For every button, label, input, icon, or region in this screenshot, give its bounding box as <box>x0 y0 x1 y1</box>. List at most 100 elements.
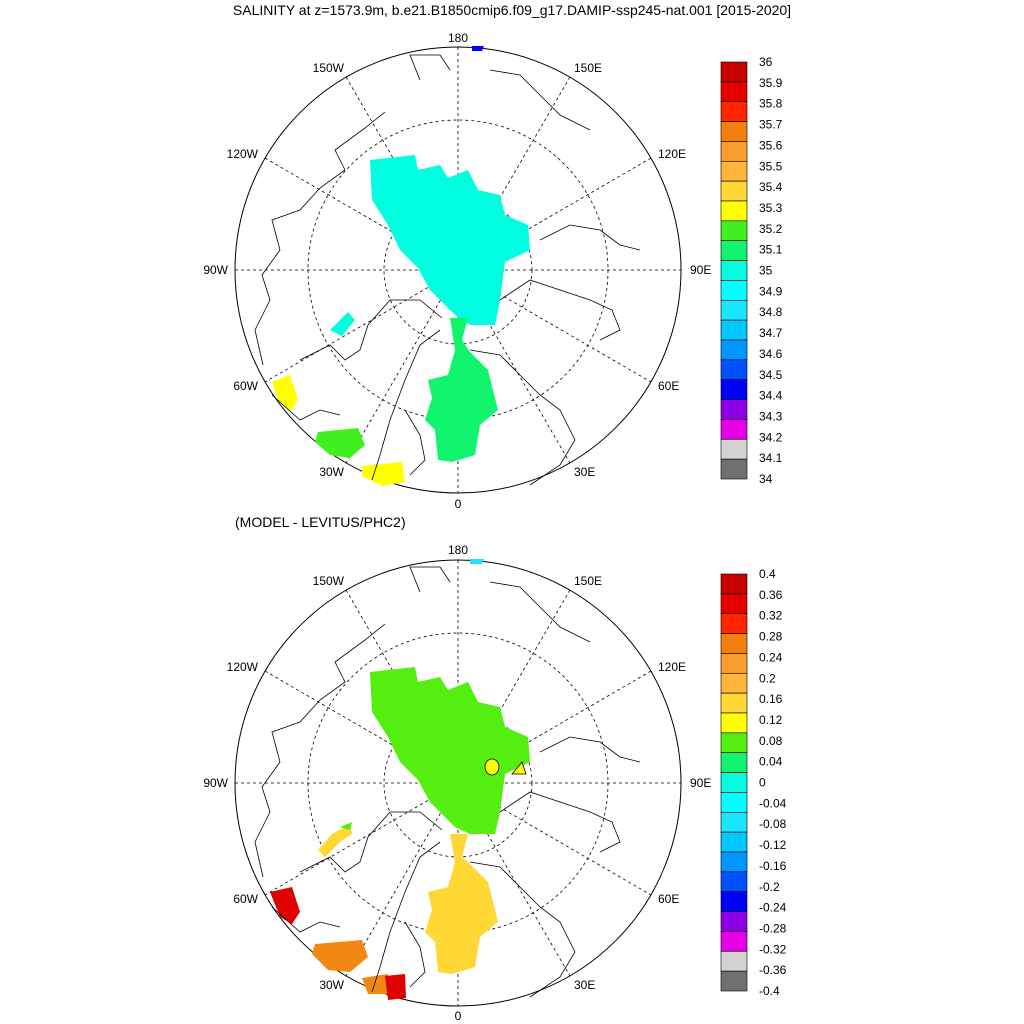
colorbar-tick-label: -0.28 <box>759 921 787 935</box>
colorbar-tick-label: 35.6 <box>759 138 783 152</box>
colorbar-tick-label: -0.16 <box>759 859 787 873</box>
label-0: 0 <box>455 1009 462 1023</box>
colorbar-swatch <box>720 379 748 400</box>
coastlines <box>254 566 641 998</box>
label-60w: 60W <box>233 892 258 906</box>
colorbar-tick-label: 34.3 <box>759 409 783 423</box>
iceland-basin-fill <box>362 462 405 486</box>
colorbar-tick-label: 34 <box>759 472 773 486</box>
bering-fill <box>472 46 484 51</box>
colorbar-swatch <box>720 458 748 480</box>
label-90w: 90W <box>203 263 228 277</box>
arctic-basin-fill <box>370 155 530 325</box>
label-30w: 30W <box>319 465 344 479</box>
colorbar-tick-label: 0.4 <box>759 567 776 581</box>
colorbar-swatch <box>720 200 748 222</box>
colorbar-tick-label: 35.9 <box>759 76 783 90</box>
irminger-sea-fill <box>312 940 368 972</box>
difference-field <box>270 559 530 1000</box>
colorbar-tick-label: 34.5 <box>759 368 783 382</box>
baffin-bay-green-fill <box>340 822 352 830</box>
colorbar-swatch <box>720 931 748 952</box>
colorbar-tick-label: 0.32 <box>759 609 783 623</box>
bering-fill <box>470 559 484 564</box>
label-30w: 30W <box>319 978 344 992</box>
iceland-basin-fill <box>362 974 390 994</box>
colorbar-swatch <box>720 573 748 595</box>
salinity-field <box>272 46 530 486</box>
colorbar-swatch <box>720 911 748 932</box>
colorbar-swatch <box>720 438 748 460</box>
colorbar-tick-label: 35.1 <box>759 243 783 257</box>
iceland-basin-red-fill <box>385 974 406 1000</box>
colorbar-swatch <box>720 732 748 754</box>
label-150e: 150E <box>574 61 602 75</box>
colorbar-tick-label: 0.2 <box>759 671 776 685</box>
colorbar-tick-label: 34.6 <box>759 347 783 361</box>
colorbar-tick-label: 35.5 <box>759 159 783 173</box>
colorbar-swatch <box>720 851 748 873</box>
colorbar-tick-label: 35 <box>759 264 773 278</box>
colorbar-swatch <box>720 692 748 714</box>
baffin-bay-fill <box>330 312 355 336</box>
colorbar-tick-label: 35.7 <box>759 118 783 132</box>
colorbar-tick-label: 34.1 <box>759 451 783 465</box>
label-120e: 120E <box>658 660 686 674</box>
label-120w: 120W <box>227 660 259 674</box>
colorbar-swatch <box>720 752 748 773</box>
salinity-map-panel: 180 0 90W 90E 150W 120W 150E 120E 60W 30… <box>203 31 783 511</box>
colorbar-tick-label: -0.32 <box>759 942 787 956</box>
colorbar-swatch <box>720 653 748 674</box>
label-180: 180 <box>448 543 468 557</box>
colorbar-swatch <box>720 141 748 162</box>
salinity-colorbar: 36 35.9 35.8 35.7 35.6 35.5 35.4 35.3 35.2 35.1 35… <box>720 55 783 486</box>
label-150e: 150E <box>574 574 602 588</box>
fram-strait-fill <box>425 834 498 974</box>
colorbar-swatch <box>720 593 748 615</box>
colorbar-tick-label: 34.2 <box>759 430 783 444</box>
label-90e: 90E <box>690 263 711 277</box>
labrador-sea-fill <box>270 887 300 924</box>
label-30e: 30E <box>574 978 595 992</box>
colorbar-tick-label: 0.12 <box>759 713 783 727</box>
label-60w: 60W <box>233 379 258 393</box>
colorbar-swatch <box>720 672 748 694</box>
colorbar-swatch <box>720 613 748 634</box>
irminger-sea-fill <box>315 428 365 458</box>
colorbar-tick-label: -0.4 <box>759 984 780 998</box>
colorbar-tick-label: -0.12 <box>759 838 787 852</box>
colorbar-tick-label: 0.16 <box>759 692 783 706</box>
colorbar-tick-label: 0.24 <box>759 650 783 664</box>
difference-colorbar: 0.4 0.36 0.32 0.28 0.24 0.2 0.16 0.12 0.08 0.04 0 -… <box>720 567 787 998</box>
colorbar-swatch <box>720 950 748 972</box>
colorbar-swatch <box>720 319 748 341</box>
label-30e: 30E <box>574 465 595 479</box>
colorbar-tick-label: -0.2 <box>759 880 780 894</box>
figure-title: SALINITY at z=1573.9m, b.e21.B1850cmip6.… <box>232 2 792 18</box>
colorbar-swatch <box>720 280 748 301</box>
colorbar-swatch <box>720 61 748 83</box>
colorbar-swatch <box>720 772 748 793</box>
colorbar-tick-label: 0.36 <box>759 588 783 602</box>
colorbar-tick-label: 0.04 <box>759 755 783 769</box>
positive-anomaly-fill <box>484 758 500 776</box>
label-60e: 60E <box>658 379 679 393</box>
colorbar-tick-label: 36 <box>759 55 773 69</box>
difference-map-panel: 180 0 90W 90E 150W 120W 150E 120E 60W 30… <box>203 543 787 1023</box>
baffin-bay-fill <box>318 824 352 857</box>
label-120e: 120E <box>658 147 686 161</box>
colorbar-tick-label: 34.9 <box>759 284 783 298</box>
label-180: 180 <box>448 31 468 45</box>
colorbar-tick-label: 35.3 <box>759 201 783 215</box>
colorbar-swatch <box>720 871 748 893</box>
colorbar-swatch <box>720 260 748 281</box>
colorbar-swatch <box>720 160 748 182</box>
colorbar-tick-label: 0.08 <box>759 734 783 748</box>
colorbar-swatch <box>720 792 748 813</box>
colorbar-tick-label: -0.04 <box>759 796 787 810</box>
polar-map: 180 0 90W 90E 150W 120W 150E 120E 60W 30… <box>203 31 711 511</box>
labrador-sea-fill <box>272 375 298 412</box>
difference-panel-title: (MODEL - LEVITUS/PHC2) <box>235 514 406 530</box>
colorbar-swatch <box>720 121 748 142</box>
label-0: 0 <box>455 497 462 511</box>
